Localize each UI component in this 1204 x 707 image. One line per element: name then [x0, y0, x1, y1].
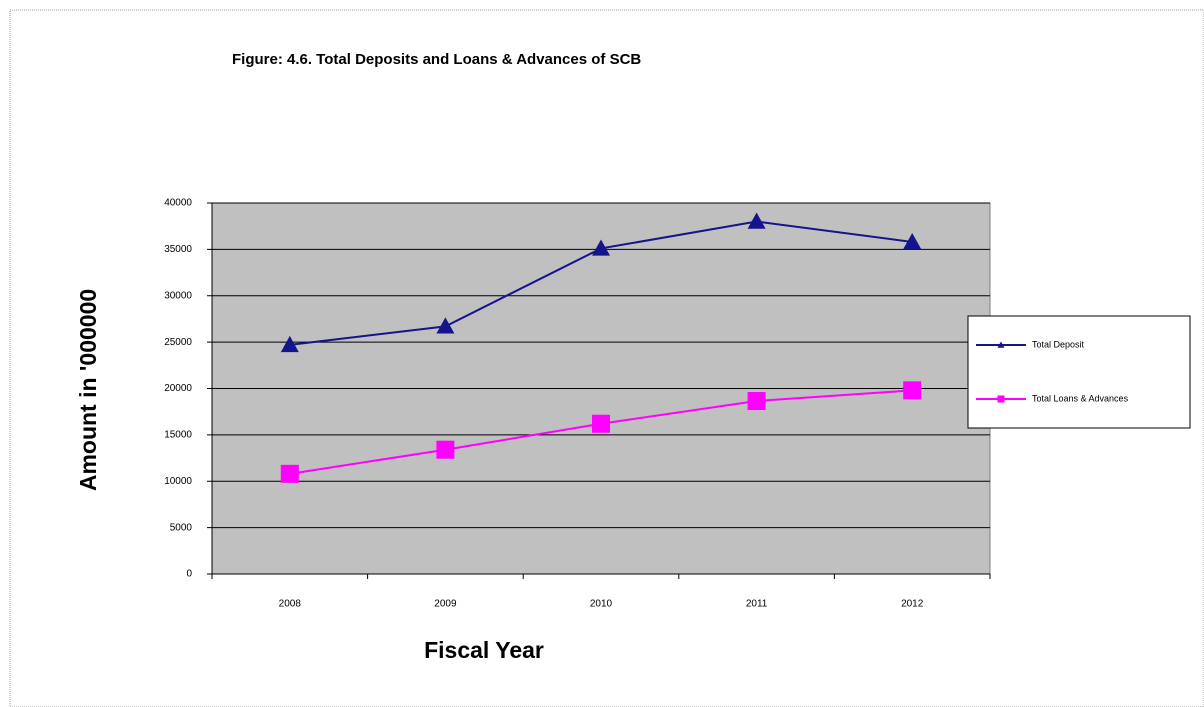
x-tick-label: 2011: [746, 599, 768, 610]
marker: [436, 317, 455, 334]
marker: [997, 395, 1005, 403]
y-tick-label: 15000: [164, 430, 192, 441]
y-tick-label: 25000: [164, 337, 192, 348]
x-tick-label: 2008: [279, 599, 302, 610]
legend-label: Total Deposit: [1032, 339, 1085, 349]
legend-label: Total Loans & Advances: [1032, 393, 1129, 403]
x-tick-label: 2009: [434, 599, 457, 610]
marker: [747, 392, 766, 411]
x-axis-label: Fiscal Year: [424, 637, 544, 663]
y-tick-label: 0: [186, 569, 192, 580]
x-tick-label: 2010: [590, 599, 613, 610]
chart-title: Figure: 4.6. Total Deposits and Loans & …: [232, 51, 641, 68]
y-tick-label: 30000: [164, 290, 192, 301]
marker: [280, 335, 299, 353]
y-axis-label: Amount in '000000: [75, 289, 101, 491]
marker: [997, 341, 1005, 348]
y-tick-label: 35000: [164, 244, 192, 255]
marker: [903, 381, 922, 400]
marker: [592, 414, 610, 433]
marker: [592, 239, 610, 256]
marker: [903, 232, 922, 250]
y-tick-label: 5000: [170, 522, 193, 533]
marker: [280, 464, 299, 483]
y-tick-label: 10000: [164, 476, 192, 487]
y-tick-label: 40000: [164, 198, 192, 209]
x-tick-label: 2012: [901, 599, 924, 610]
marker: [747, 212, 766, 229]
legend: [967, 315, 1191, 429]
marker: [436, 440, 455, 459]
y-tick-label: 20000: [164, 383, 192, 394]
